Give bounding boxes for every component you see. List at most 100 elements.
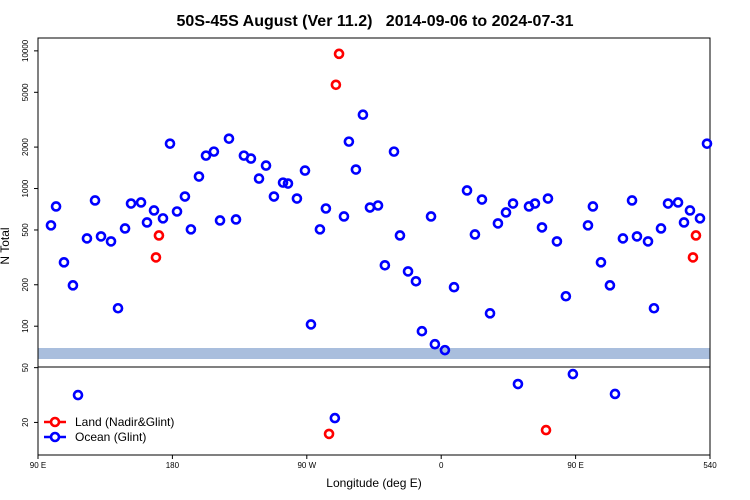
- legend-marker: [49, 416, 61, 428]
- point: [314, 224, 326, 235]
- point: [469, 229, 481, 240]
- y-tick-label: 200: [21, 278, 30, 292]
- point: [81, 233, 93, 244]
- x-axis-label: Longitude (deg E): [326, 476, 421, 490]
- point: [125, 198, 137, 209]
- point: [277, 177, 289, 188]
- point: [551, 236, 563, 247]
- point: [148, 205, 160, 216]
- point: [425, 211, 437, 222]
- chart-title: 50S-45S August (Ver 11.2) 2014-09-06 to …: [177, 13, 574, 30]
- point: [410, 275, 422, 287]
- point: [631, 231, 643, 242]
- point: [291, 193, 303, 204]
- point: [372, 200, 384, 211]
- point: [230, 214, 242, 225]
- y-tick-label: 2000: [21, 138, 30, 156]
- point: [684, 205, 696, 216]
- point: [507, 198, 519, 209]
- point: [587, 201, 599, 212]
- legend-marker: [49, 431, 61, 443]
- point: [439, 344, 451, 356]
- point: [476, 194, 488, 205]
- plot-frame: [37, 37, 711, 456]
- point: [150, 252, 162, 263]
- point: [333, 48, 345, 60]
- point: [609, 388, 621, 400]
- point: [50, 201, 62, 212]
- point: [678, 217, 690, 228]
- point: [72, 389, 84, 401]
- point: [185, 224, 197, 235]
- point: [542, 193, 554, 204]
- point: [529, 198, 541, 209]
- point: [45, 220, 57, 231]
- point: [320, 203, 332, 214]
- point: [299, 165, 311, 176]
- point: [379, 259, 391, 271]
- point: [687, 252, 699, 263]
- point: [164, 138, 176, 149]
- point: [662, 198, 674, 209]
- point: [95, 231, 107, 242]
- x-tick-label: 540: [703, 461, 717, 470]
- point: [701, 138, 713, 149]
- point: [268, 191, 280, 202]
- point: [416, 325, 428, 337]
- point: [260, 160, 272, 171]
- legend-label: Land (Nadir&Glint): [75, 415, 174, 429]
- x-tick-label: 90 E: [30, 461, 46, 470]
- point: [604, 280, 616, 291]
- x-tick-label: 90 E: [567, 461, 583, 470]
- point: [305, 319, 317, 330]
- marks: [45, 48, 713, 440]
- y-tick-label: 10000: [21, 39, 30, 62]
- y-tick-label: 1000: [21, 179, 30, 197]
- point: [171, 206, 183, 217]
- point: [329, 412, 341, 424]
- point: [208, 146, 220, 157]
- point: [560, 290, 572, 302]
- point: [648, 302, 660, 314]
- point: [153, 230, 165, 241]
- point: [119, 223, 131, 234]
- point: [141, 217, 153, 228]
- point: [655, 223, 667, 234]
- x-tick-label: 180: [166, 461, 180, 470]
- point: [245, 153, 257, 164]
- point: [448, 281, 460, 293]
- point: [193, 171, 205, 182]
- point: [157, 213, 169, 224]
- point: [214, 215, 226, 226]
- x-tick-label: 0: [439, 461, 444, 470]
- x-tick-label: 90 W: [297, 461, 316, 470]
- point: [135, 197, 147, 208]
- point: [323, 428, 335, 440]
- point: [223, 133, 235, 144]
- point: [253, 173, 265, 184]
- point: [484, 308, 496, 319]
- point: [567, 368, 579, 380]
- point: [200, 150, 212, 161]
- point: [492, 218, 504, 229]
- point: [350, 164, 362, 175]
- point: [58, 257, 70, 268]
- point: [179, 191, 191, 202]
- y-axis-label: N Total: [0, 227, 12, 264]
- y-tick-label: 500: [21, 223, 30, 237]
- point: [364, 202, 376, 213]
- point: [582, 220, 594, 231]
- point: [536, 222, 548, 233]
- point: [617, 233, 629, 244]
- point: [672, 197, 684, 208]
- point: [642, 236, 654, 247]
- point: [540, 424, 552, 436]
- point: [105, 236, 117, 247]
- point: [282, 178, 294, 189]
- point: [357, 109, 369, 121]
- point: [343, 136, 355, 147]
- point: [402, 266, 414, 277]
- point: [595, 257, 607, 268]
- point: [461, 185, 473, 196]
- point: [112, 302, 124, 314]
